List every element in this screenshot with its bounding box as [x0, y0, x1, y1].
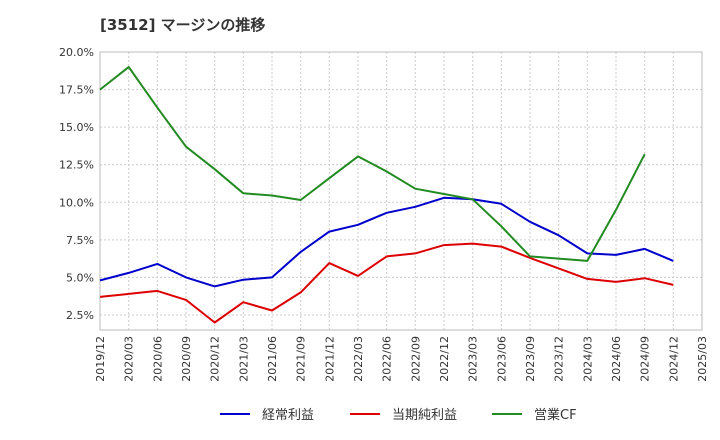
x-tick-label: 2023/12 [553, 336, 566, 382]
legend-label-1: 経常利益 [262, 408, 314, 423]
x-tick-label: 2020/06 [151, 336, 164, 382]
x-tick-label: 2024/09 [639, 336, 652, 382]
y-tick-label: 15.0% [59, 121, 94, 134]
x-tick-label: 2019/12 [94, 336, 107, 382]
x-tick-label: 2023/03 [467, 336, 480, 382]
legend-label-3: 営業CF [534, 407, 577, 423]
chart-title: [3512] マージンの推移 [100, 16, 266, 34]
x-tick-label: 2022/06 [381, 336, 394, 382]
x-tick-label: 2022/09 [409, 336, 422, 382]
y-axis-ticks: 2.5% 5.0% 7.5% 10.0% 12.5% 15.0% 17.5% 20.0% [59, 46, 94, 322]
x-tick-label: 2020/12 [209, 336, 222, 382]
x-tick-label: 2020/03 [123, 336, 136, 382]
series-line-1 [99, 196, 674, 288]
x-tick-label: 2022/03 [352, 336, 365, 382]
x-axis-ticks: 2019/12 2020/03 2020/06 2020/09 2020/12 2021/… [94, 336, 709, 382]
x-tick-label: 2023/09 [524, 336, 537, 382]
x-tick-label: 2021/12 [323, 336, 336, 382]
x-tick-label: 2022/12 [438, 336, 451, 382]
plot-area-border [99, 51, 703, 331]
x-tick-label: 2021/06 [266, 336, 279, 382]
y-tick-label: 5.0% [66, 271, 94, 284]
series-lines [99, 66, 674, 324]
x-tick-label: 2021/03 [237, 336, 250, 382]
x-tick-label: 2024/06 [610, 336, 623, 382]
y-tick-label: 12.5% [59, 159, 94, 172]
legend: 経常利益 当期純利益 営業CF [220, 407, 577, 423]
x-tick-label: 2023/06 [495, 336, 508, 382]
x-tick-label: 2024/03 [581, 336, 594, 382]
legend-label-2: 当期純利益 [392, 408, 457, 423]
x-tick-label: 2025/03 [696, 336, 709, 382]
y-tick-label: 10.0% [59, 196, 94, 209]
y-tick-label: 20.0% [59, 46, 94, 59]
grid-lines [100, 51, 702, 330]
series-line-3 [99, 66, 646, 262]
x-tick-label: 2021/09 [295, 336, 308, 382]
y-tick-label: 2.5% [66, 309, 94, 322]
series-line-2 [99, 242, 674, 324]
x-tick-label: 2024/12 [667, 336, 680, 382]
x-tick-label: 2020/09 [180, 336, 193, 382]
y-tick-label: 17.5% [59, 84, 94, 97]
y-tick-label: 7.5% [66, 234, 94, 247]
